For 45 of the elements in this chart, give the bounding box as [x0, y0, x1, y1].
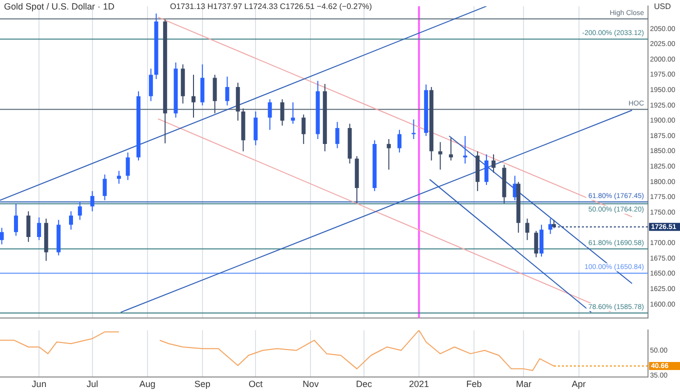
candlestick [90, 190, 94, 212]
candlestick [492, 154, 496, 174]
x-tick-label: Dec [356, 379, 372, 390]
candlestick [78, 200, 82, 220]
x-tick-label: 2021 [408, 379, 429, 390]
candlestick [302, 114, 306, 144]
candlestick [14, 203, 18, 236]
x-tick-label: Jun [32, 379, 46, 390]
candlestick [548, 218, 552, 234]
candlestick [438, 142, 442, 170]
x-tick-label: Aug [139, 379, 156, 390]
candlestick [335, 121, 340, 149]
candlestick [225, 76, 230, 106]
chart-title: Gold Spot / U.S. Dollar · 1D [4, 1, 116, 12]
x-tick-label: Sep [194, 379, 210, 390]
candlestick [254, 110, 258, 146]
candlestick [192, 74, 196, 118]
candlestick [525, 218, 530, 241]
annotation: O1731.13 H1737.97 L1724.33 C1726.51 −4.62 (−0.27%) [170, 2, 372, 12]
candlestick [102, 174, 107, 201]
candlestick [126, 152, 130, 181]
candlestick [26, 210, 30, 242]
candlestick [397, 129, 402, 154]
x-tick-label: Jul [86, 379, 98, 390]
candlestick [0, 227, 4, 245]
x-tick-label: Mar [516, 379, 532, 390]
candlestick [69, 210, 74, 230]
candlestick [534, 230, 538, 258]
candlestick [212, 74, 217, 114]
candlestick [386, 138, 391, 170]
x-tick-label: Apr [572, 379, 586, 390]
candlestick [116, 170, 121, 184]
y-axis-title: USD [654, 2, 672, 12]
candlestick [148, 68, 153, 102]
x-tick-label: Nov [302, 379, 320, 390]
candlestick [280, 98, 284, 126]
candlestick [290, 102, 295, 124]
candlestick [484, 154, 488, 186]
x-tick-label: Feb [466, 379, 482, 390]
candlestick [463, 135, 468, 164]
candlestick [268, 98, 272, 130]
x-tick-label: Oct [248, 379, 264, 390]
candlestick [448, 137, 453, 161]
candlestick [37, 216, 42, 241]
candlestick [539, 224, 544, 258]
